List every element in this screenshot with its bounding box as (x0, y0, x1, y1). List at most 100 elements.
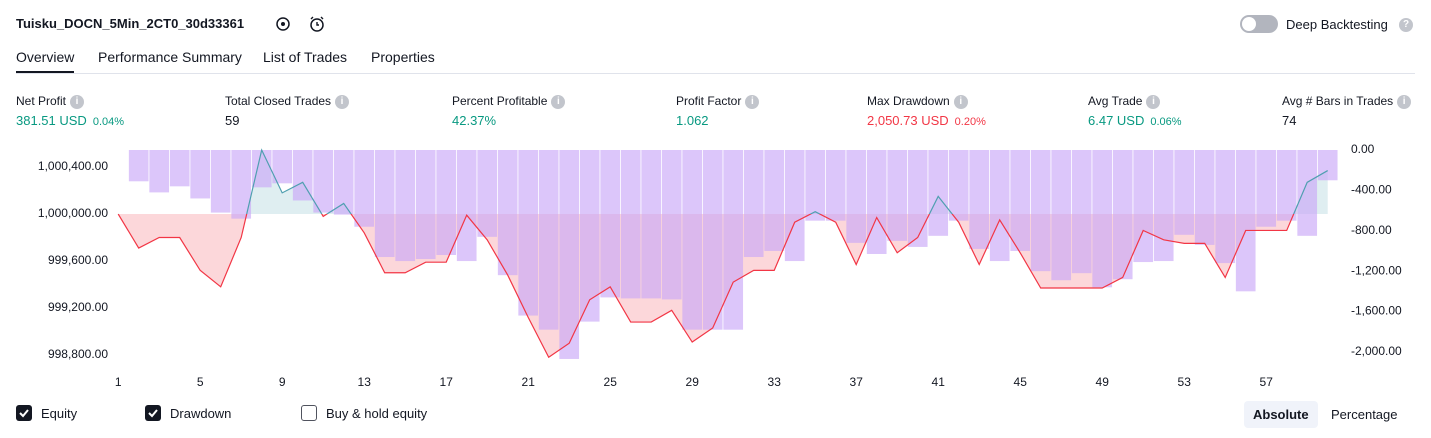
drawdown-bar (354, 150, 375, 227)
x-tick-label: 21 (522, 375, 536, 389)
tab[interactable]: Performance Summary (98, 49, 242, 65)
metric-label-text: Total Closed Trades (225, 94, 332, 108)
equity-line (117, 214, 1295, 359)
metric-label-text: Avg # Bars in Trades (1282, 94, 1394, 108)
drawdown-bar (866, 150, 887, 254)
mode-button[interactable]: Percentage (1331, 407, 1398, 422)
toggle[interactable] (1240, 15, 1278, 33)
x-tick-label: 33 (768, 375, 782, 389)
tab-underline (16, 71, 74, 74)
drawdown-bar (497, 150, 518, 276)
drawdown-bar (1112, 150, 1133, 280)
info-icon[interactable]: i (551, 95, 566, 109)
drawdown-bar (190, 150, 211, 199)
y2-tick-label: -1,600.00 (1351, 304, 1402, 318)
drawdown-bar (128, 150, 149, 182)
y2-tick-label: -800.00 (1351, 223, 1392, 237)
metric-value: 6.47 USD 0.06% (1088, 113, 1182, 128)
drawdown-bar (1071, 150, 1092, 274)
y-tick-label: 1,000,000.00 (38, 206, 108, 220)
info-icon[interactable]: i (953, 95, 968, 109)
metric-value: 74 (1282, 113, 1296, 128)
mode-button[interactable]: Absolute (1244, 401, 1318, 428)
drawdown-bar (825, 150, 846, 221)
drawdown-bar (292, 150, 313, 201)
x-tick-label: 13 (358, 375, 372, 389)
drawdown-bar (1235, 150, 1256, 292)
drawdown-bar (210, 150, 231, 213)
drawdown-bar (1215, 150, 1236, 264)
metric-label: Avg Trade i (1088, 94, 1161, 109)
info-icon[interactable]: i (1397, 95, 1412, 109)
y-tick-label: 1,000,400.00 (38, 159, 108, 173)
drawdown-bar (1194, 150, 1215, 245)
drawdown-bar (456, 150, 477, 262)
metric-label-text: Max Drawdown (867, 94, 950, 108)
info-icon[interactable]: i (1146, 95, 1161, 109)
settings-icon[interactable] (274, 15, 292, 33)
alert-icon[interactable] (307, 14, 327, 34)
drawdown-bar (231, 150, 252, 219)
metric-label: Total Closed Trades i (225, 94, 350, 109)
drawdown-bar (333, 150, 354, 215)
drawdown-bar (887, 150, 908, 241)
drawdown-bar (149, 150, 170, 193)
y-tick-label: 998,800.00 (48, 347, 108, 361)
tab[interactable]: Properties (371, 49, 435, 65)
drawdown-bar (1174, 150, 1195, 235)
drawdown-bar (1010, 150, 1031, 251)
checkbox[interactable] (16, 405, 32, 421)
checkbox[interactable] (301, 405, 317, 421)
x-tick-label: 1 (115, 375, 122, 389)
x-tick-label: 17 (440, 375, 454, 389)
drawdown-bar (374, 150, 395, 258)
drawdown-bar (682, 150, 703, 330)
drawdown-bar (989, 150, 1010, 262)
drawdown-bar (907, 150, 928, 247)
metric-value: 42.37% (452, 113, 496, 128)
info-icon[interactable]: i (335, 95, 350, 109)
divider (16, 73, 1415, 74)
y2-tick-label: -400.00 (1351, 183, 1392, 197)
x-tick-label: 45 (1014, 375, 1028, 389)
metric-label: Avg # Bars in Trades i (1282, 94, 1412, 109)
drawdown-bar (661, 150, 682, 300)
metric-value: 59 (225, 113, 239, 128)
info-icon[interactable]: i (70, 95, 85, 109)
y-tick-label: 999,200.00 (48, 300, 108, 314)
drawdown-bar (559, 150, 580, 359)
metric-value-text: 6.47 USD (1088, 113, 1145, 128)
drawdown-bar (702, 150, 723, 330)
x-tick-label: 57 (1260, 375, 1274, 389)
checkbox-label: Equity (41, 406, 78, 421)
drawdown-bar (969, 150, 990, 249)
x-tick-label: 5 (197, 375, 204, 389)
metric-value: 2,050.73 USD 0.20% (867, 113, 986, 128)
drawdown-bar (805, 150, 826, 221)
metric-label-text: Net Profit (16, 94, 67, 108)
y2-tick-label: -1,200.00 (1351, 263, 1402, 277)
tab[interactable]: Overview (16, 49, 75, 65)
info-icon[interactable]: i (745, 95, 760, 109)
metric-value-text: 1.062 (676, 113, 709, 128)
metric-label: Profit Factor i (676, 94, 760, 109)
drawdown-bar (1276, 150, 1297, 221)
x-tick-label: 29 (686, 375, 700, 389)
x-tick-label: 49 (1096, 375, 1110, 389)
metric-percent: 0.04% (92, 116, 125, 128)
checkbox[interactable] (145, 405, 161, 421)
drawdown-bar (579, 150, 600, 322)
drawdown-bar (395, 150, 416, 262)
help-icon[interactable]: ? (1399, 18, 1413, 32)
drawdown-bar (272, 150, 293, 184)
tab[interactable]: List of Trades (263, 49, 348, 65)
drawdown-bar (784, 150, 805, 262)
metric-value-text: 59 (225, 113, 240, 128)
x-tick-label: 25 (604, 375, 618, 389)
y2-tick-label: -2,000.00 (1351, 344, 1402, 358)
metric-value: 381.51 USD 0.04% (16, 113, 124, 128)
y-tick-label: 999,600.00 (48, 253, 108, 267)
drawdown-bar (1092, 150, 1113, 288)
metric-value-text: 74 (1282, 113, 1297, 128)
